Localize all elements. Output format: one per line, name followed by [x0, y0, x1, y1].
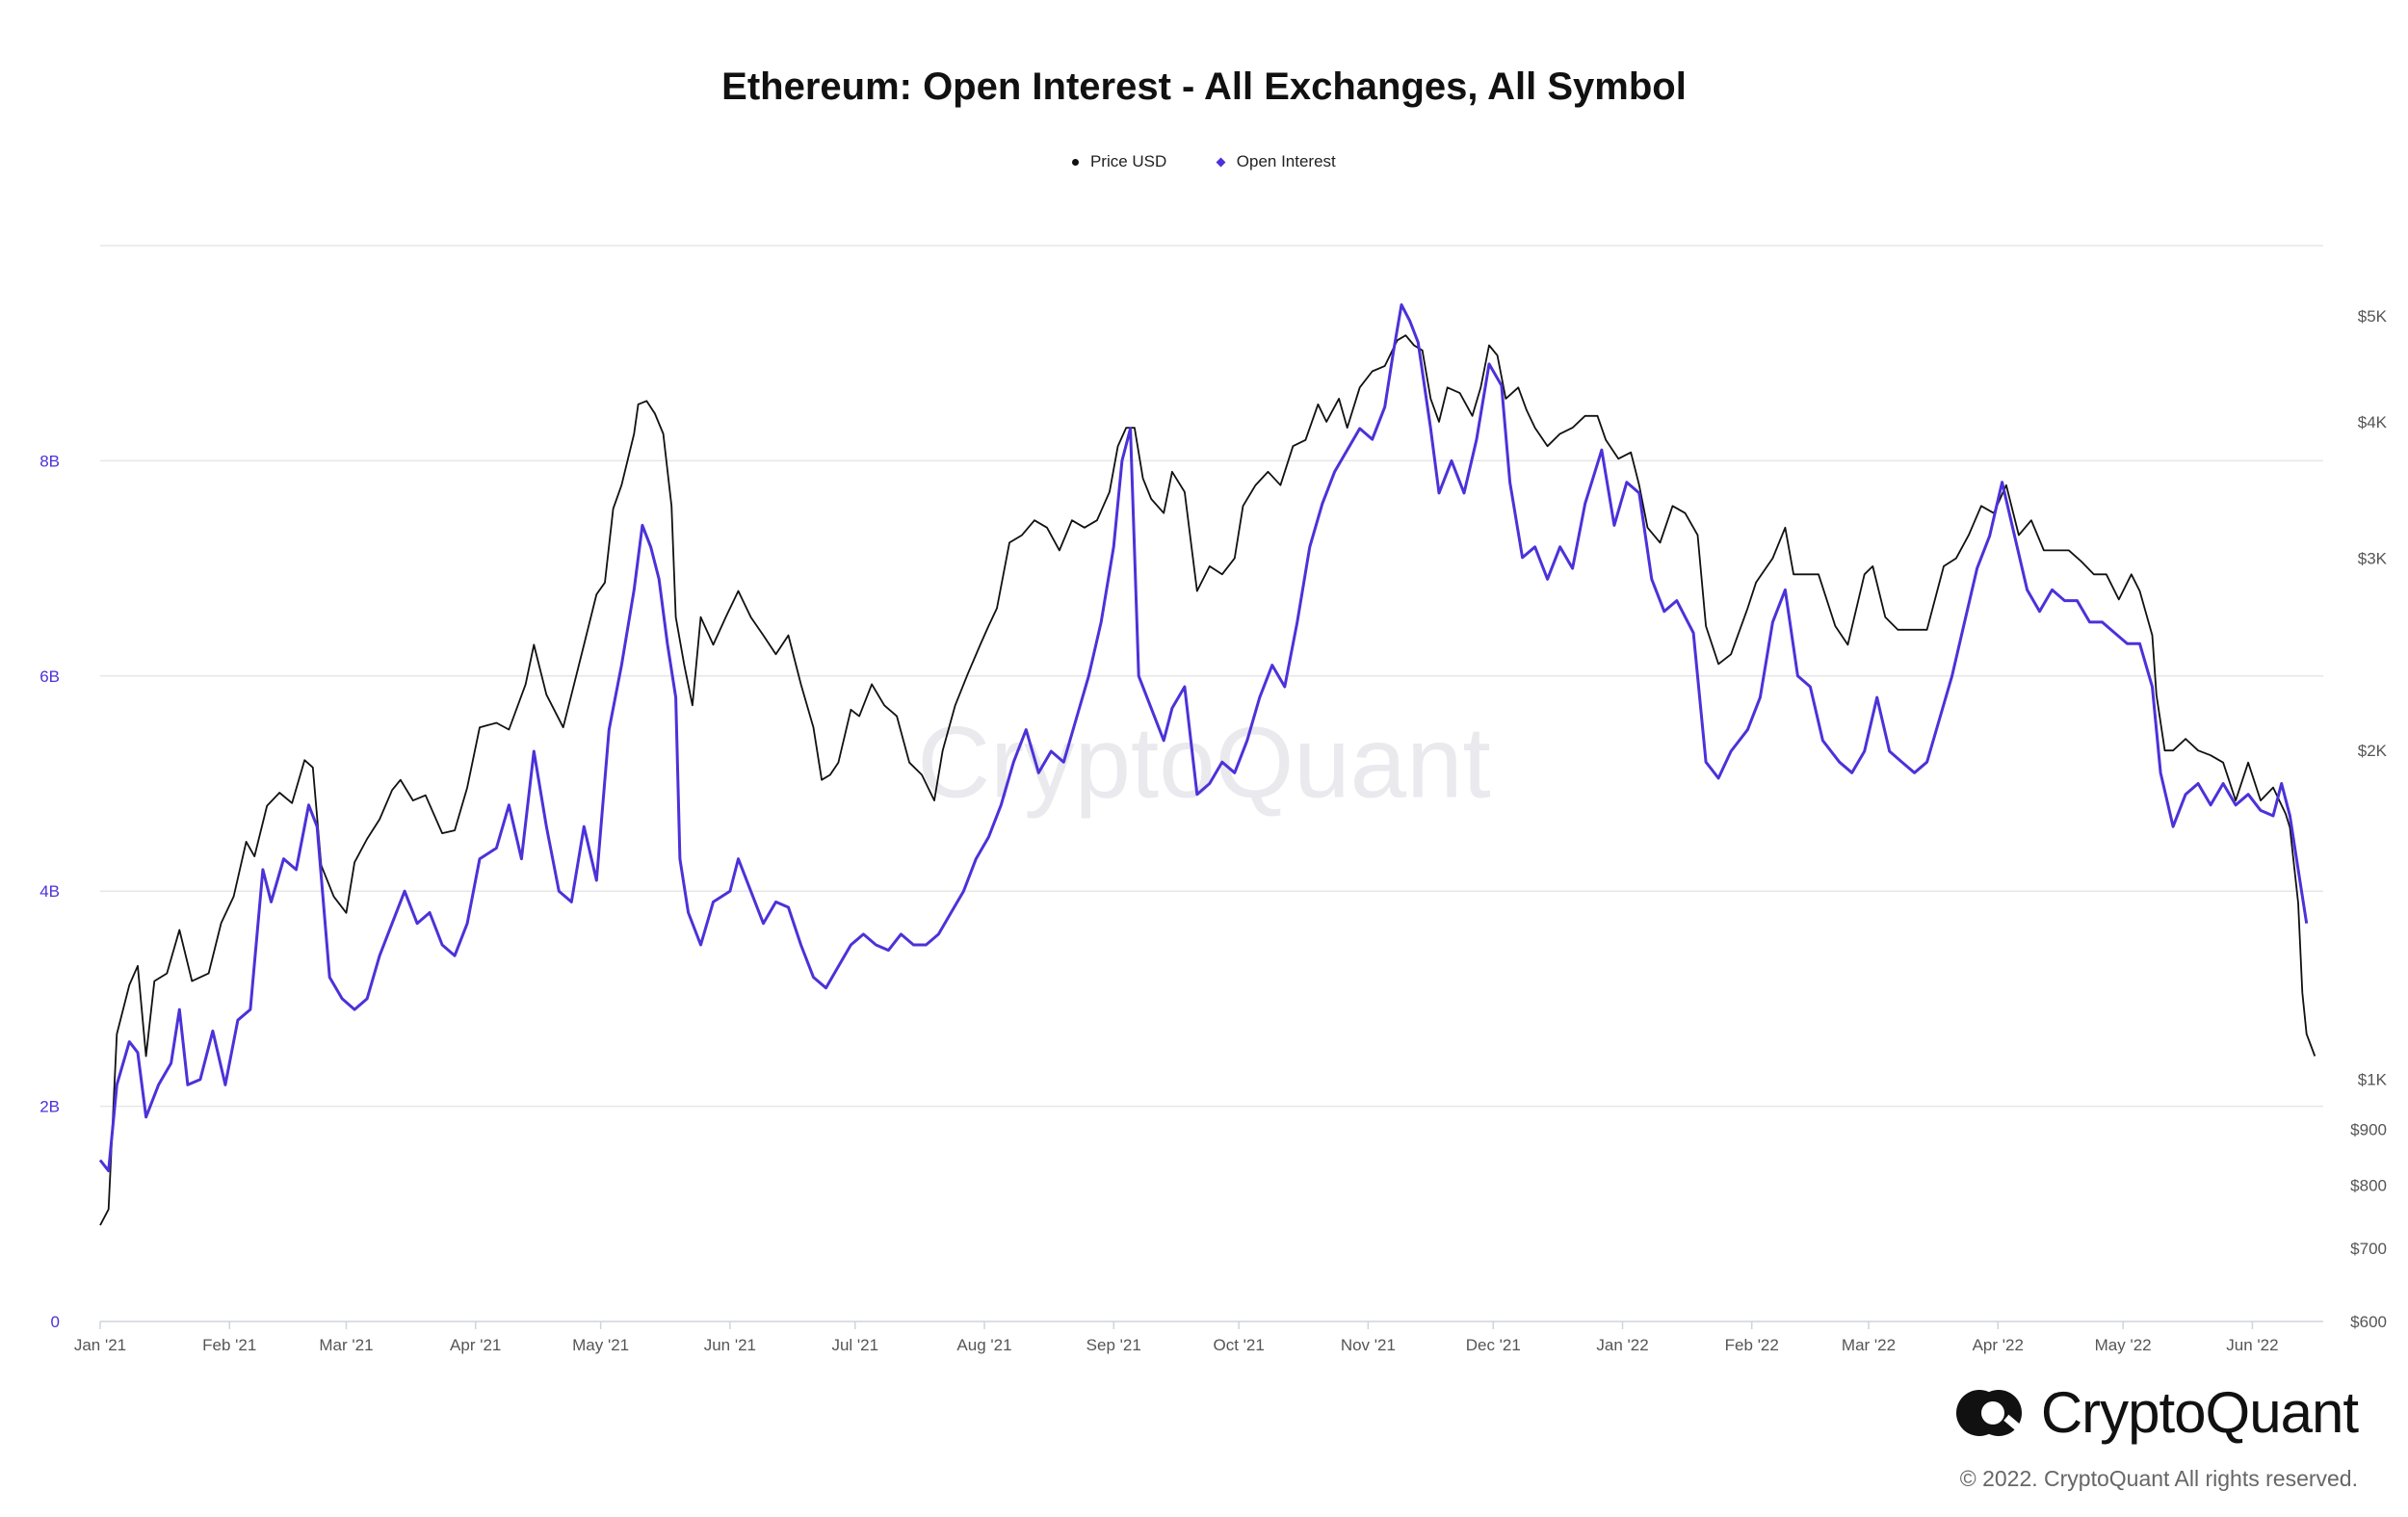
brand-name: CryptoQuant: [2040, 1380, 2359, 1445]
series-line-open-interest: [98, 302, 2309, 1173]
x-axis-tick-label: Jul '21: [831, 1336, 878, 1354]
right-axis-tick-label: $800: [2350, 1176, 2387, 1194]
right-axis-tick-label: $900: [2350, 1120, 2387, 1138]
x-axis-tick-label: Jan '21: [74, 1336, 126, 1354]
right-axis-tick-label: $4K: [2358, 413, 2388, 432]
legend-item-price[interactable]: Price USD: [1072, 152, 1166, 171]
series-layer: [98, 302, 2316, 1226]
x-axis-tick-label: May '21: [572, 1336, 629, 1354]
x-axis-tick-label: Jan '22: [1596, 1336, 1648, 1354]
legend-item-open-interest[interactable]: Open Interest: [1216, 152, 1336, 171]
x-axis-tick-label: Dec '21: [1466, 1336, 1521, 1354]
copyright-text: © 2022. CryptoQuant All rights reserved.: [1959, 1466, 2358, 1491]
right-axis-tick-label: $700: [2350, 1240, 2387, 1258]
legend: Price USD Open Interest: [0, 152, 2408, 171]
x-axis-tick-label: Nov '21: [1341, 1336, 1396, 1354]
x-axis-tick-label: Feb '21: [202, 1336, 256, 1354]
right-axis-tick-label: $2K: [2358, 742, 2388, 760]
x-axis-tick-label: Jun '22: [2226, 1336, 2278, 1354]
left-axis-tick-label: 6B: [39, 667, 60, 686]
x-axis-tick-label: Aug '21: [956, 1336, 1011, 1354]
left-axis-tick-label: 8B: [39, 452, 60, 470]
watermark: CryptoQuant: [917, 707, 1490, 820]
legend-marker-price: [1072, 159, 1080, 167]
cryptoquant-logo-icon: [1955, 1389, 2022, 1436]
chart-title: Ethereum: Open Interest - All Exchanges,…: [721, 65, 1687, 108]
left-axis-tick-label: 4B: [39, 882, 60, 901]
x-axis-tick-label: Apr '22: [1973, 1336, 2024, 1354]
right-axis-tick-label: $1K: [2358, 1070, 2388, 1088]
axes: 0 2B 4B 6B 8B $600 $700 $800 $900 $1K $2K $3K $4K $5K…: [39, 307, 2387, 1354]
x-axis-tick-label: Sep '21: [1086, 1336, 1141, 1354]
right-axis-tick-label: $600: [2350, 1313, 2387, 1331]
x-axis-tick-label: Apr '21: [450, 1336, 501, 1354]
left-axis-tick-label: 0: [51, 1313, 60, 1331]
left-axis-tick-label: 2B: [39, 1098, 60, 1116]
x-axis-tick-label: Jun '21: [704, 1336, 756, 1354]
right-axis-tick-label: $3K: [2358, 550, 2388, 568]
x-axis-tick-label: Mar '21: [319, 1336, 373, 1354]
legend-label-price: Price USD: [1089, 152, 1167, 170]
legend-label-open-interest: Open Interest: [1236, 152, 1336, 170]
brand-logo: CryptoQuant: [1954, 1379, 2359, 1446]
right-axis-tick-label: $5K: [2358, 307, 2388, 326]
x-axis-tick-label: May '22: [2095, 1336, 2152, 1354]
x-axis-tick-label: Oct '21: [1213, 1336, 1264, 1354]
x-axis-tick-label: Feb '22: [1725, 1336, 1779, 1354]
series-line-price-usd: [99, 334, 2316, 1226]
x-axis-tick-label: Mar '22: [1842, 1336, 1896, 1354]
